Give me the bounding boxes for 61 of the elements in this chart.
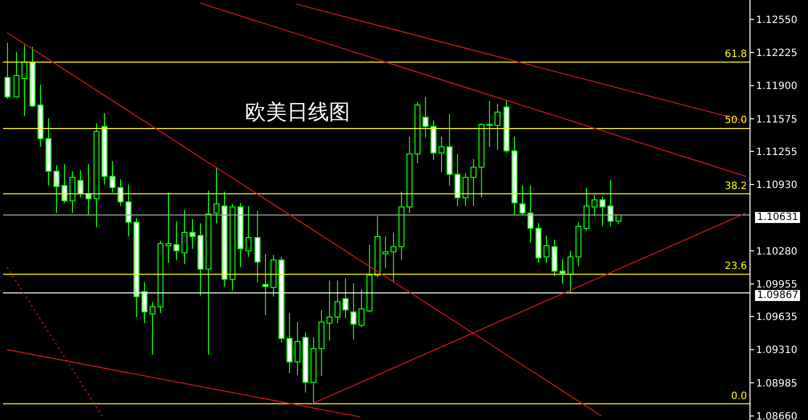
candlestick	[494, 103, 500, 150]
y-tick-label: 1.11900	[756, 81, 798, 92]
candlestick	[568, 250, 574, 294]
candlestick	[592, 194, 598, 217]
annotation: 23.6	[724, 261, 747, 274]
candlestick	[560, 258, 566, 284]
candlestick	[174, 220, 180, 260]
candlestick	[214, 166, 220, 224]
y-tick-label: 1.09310	[756, 345, 798, 356]
y-tick-label: 1.08985	[756, 378, 798, 390]
candlestick	[286, 312, 292, 374]
candlestick	[438, 136, 444, 173]
candlestick	[78, 170, 84, 198]
candlestick	[358, 289, 364, 328]
text: 欧美日线图	[245, 99, 350, 126]
candlestick	[110, 160, 116, 194]
candlestick	[62, 164, 68, 204]
y-tick-label: 1.09635	[756, 312, 798, 324]
candlestick	[166, 192, 172, 264]
y-tick-label: 1.09955	[756, 279, 798, 290]
candlestick	[454, 153, 460, 206]
candlestick	[600, 196, 606, 227]
candlestick	[470, 158, 476, 206]
annotation: 61.8	[724, 49, 747, 62]
ref-line-label: 1.10631	[755, 212, 800, 223]
candlestick	[150, 301, 156, 356]
y-tick-label: 1.08660	[756, 411, 798, 420]
candlestick	[126, 184, 132, 238]
candlestick	[608, 180, 614, 227]
candlestick	[486, 100, 492, 148]
candlestick	[70, 170, 76, 214]
candlestick	[334, 280, 340, 324]
candlestick	[86, 164, 92, 216]
candlestick	[520, 185, 526, 216]
y-tick-label: 1.12550	[756, 14, 798, 26]
candlestick	[246, 205, 252, 258]
candlestick	[462, 172, 468, 206]
annotation: 38.2	[724, 180, 747, 193]
y-tick-label: 1.11575	[756, 114, 798, 126]
candlestick	[528, 185, 534, 244]
candlestick	[326, 280, 332, 341]
candlestick	[584, 187, 590, 231]
candlestick	[390, 232, 396, 283]
candlestick	[118, 178, 124, 206]
candlestick	[544, 234, 550, 264]
y-tick-label: 1.10280	[756, 246, 798, 258]
candlestick	[182, 210, 188, 265]
candlestick	[14, 51, 20, 98]
candlestick	[22, 44, 28, 117]
candlestick	[294, 322, 300, 376]
y-tick-label: 1.10930	[756, 180, 798, 192]
annotation: 50.0	[724, 115, 747, 128]
ref-line-label: 1.09867	[755, 290, 800, 301]
candlestick	[4, 42, 10, 100]
annotation: 0.0	[731, 390, 747, 403]
y-tick-label: 1.12225	[756, 48, 798, 60]
y-tick-label: 1.11255	[756, 146, 798, 158]
candlestick	[422, 96, 428, 138]
candlestick	[190, 218, 196, 250]
candlestick	[54, 164, 60, 214]
candlestick	[382, 236, 388, 269]
